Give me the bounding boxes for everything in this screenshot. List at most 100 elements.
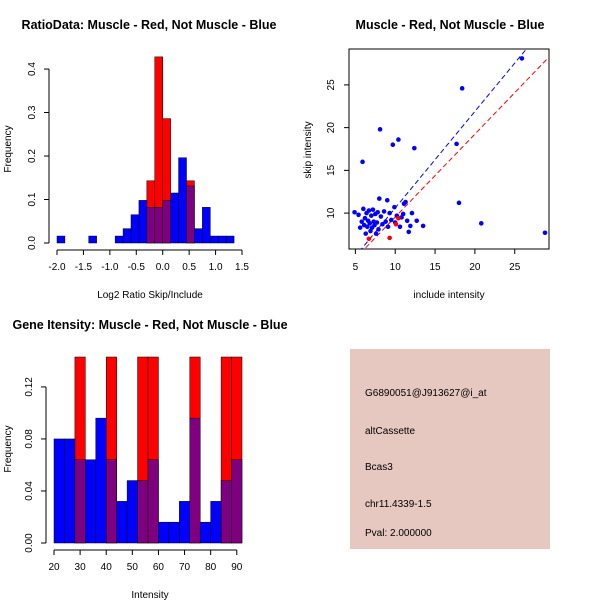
info-box-background (350, 349, 550, 549)
scatter-point-not-muscle (368, 228, 373, 234)
scatter-point-not-muscle (392, 204, 397, 210)
scatter-panel: Muscle - Red, Not Muscle - Blue 5 10 15 20 2… (303, 18, 550, 301)
scatter-x-axis-label: include intensity (413, 290, 484, 301)
intensity-y-tick-label: 0.00 (24, 533, 35, 553)
ratio-y-tick-label: 0.3 (27, 105, 38, 119)
intensity-blue-bar (199, 521, 211, 544)
intensity-x-tick-label: 60 (153, 562, 165, 573)
scatter-point-muscle (387, 235, 392, 241)
intensity-blue-bar (189, 417, 201, 544)
scatter-point-not-muscle (478, 221, 484, 226)
scatter-point-not-muscle (396, 137, 401, 142)
scatter-point-not-muscle (388, 217, 394, 223)
ratio-y-tick-label: 0.4 (27, 62, 38, 76)
scatter-y-axis: 10 15 20 25 (326, 79, 349, 219)
ratio-blue-bar (56, 235, 66, 244)
scatter-point-not-muscle (375, 209, 380, 215)
scatter-point-not-muscle (365, 224, 370, 230)
intensity-x-axis-label: Intensity (131, 590, 168, 600)
ratio-blue-bar (162, 200, 171, 244)
ratio-blue-bar (202, 207, 211, 244)
scatter-point-muscle (393, 221, 399, 227)
scatter-point-not-muscle (357, 225, 363, 230)
scatter-point-not-muscle (408, 223, 413, 229)
ratio-blue-bar (186, 185, 195, 244)
intensity-blue-bar (105, 459, 117, 544)
intensity-bars (53, 356, 243, 544)
intensity-x-tick-label: 50 (127, 562, 139, 573)
ratio-bars (56, 56, 235, 244)
ratio-blue-bar (178, 157, 187, 244)
scatter-y-tick-label: 10 (326, 207, 337, 219)
ratio-x-tick-label: -2.0 (48, 262, 66, 273)
ratio-blue-bar (210, 235, 219, 244)
ratio-blue-bar (88, 235, 97, 244)
scatter-point-not-muscle (361, 206, 366, 212)
intensity-blue-bar (220, 480, 232, 544)
scatter-point-not-muscle (374, 220, 380, 225)
intensity-x-tick-label: 80 (205, 562, 217, 573)
scatter-point-not-muscle (376, 227, 381, 232)
scatter-point-not-muscle (420, 223, 426, 229)
ratio-blue-bar (170, 192, 179, 244)
intensity-blue-bar (64, 438, 76, 544)
scatter-plot-box (348, 48, 550, 250)
ratio-y-axis-label: Frequency (3, 125, 14, 172)
ratio-x-tick-label: 0.0 (156, 262, 170, 273)
intensity-y-tick-label: 0.04 (24, 481, 35, 501)
scatter-point-not-muscle (459, 86, 465, 91)
ratio-x-tick-label: -1.0 (101, 262, 119, 273)
intensity-blue-bar (179, 501, 191, 544)
info-gene-name: Bcas3 (365, 462, 393, 473)
scatter-x-tick-label: 15 (429, 262, 441, 273)
intensity-blue-bar (85, 459, 97, 544)
intensity-blue-bar (147, 459, 159, 544)
ratio-blue-bar (154, 207, 163, 244)
intensity-blue-bar (95, 417, 107, 544)
scatter-point-not-muscle (383, 219, 388, 224)
intensity-x-tick-label: 70 (179, 562, 191, 573)
intensity-x-tick-label: 30 (75, 562, 87, 573)
intensity-blue-bar (210, 501, 222, 544)
scatter-point-not-muscle (409, 210, 415, 216)
ratio-x-tick-label: -0.5 (128, 262, 146, 273)
scatter-point-not-muscle (356, 212, 361, 218)
scatter-point-not-muscle (381, 209, 387, 214)
scatter-point-not-muscle (414, 218, 420, 224)
intensity-histogram-panel: Gene Itensity: Muscle - Red, Not Muscle … (3, 318, 288, 600)
ratio-y-axis: 0.0 0.1 0.2 0.3 0.4 (27, 62, 50, 250)
scatter-point-not-muscle (362, 215, 368, 221)
scatter-point-not-muscle (378, 214, 384, 219)
ratio-x-axis-label: Log2 Ratio Skip/Include (97, 290, 203, 301)
ratio-y-tick-label: 0.0 (27, 236, 38, 250)
ratio-blue-bar (217, 235, 227, 244)
scatter-point-not-muscle (385, 224, 391, 230)
intensity-blue-bar (74, 459, 86, 544)
scatter-y-tick-label: 20 (326, 122, 337, 134)
scatter-point-muscle (396, 215, 401, 221)
ratio-x-tick-label: 1.5 (235, 262, 249, 273)
scatter-point-not-muscle (377, 127, 383, 132)
scatter-y-tick-label: 15 (326, 164, 337, 176)
scatter-point-not-muscle (352, 209, 357, 215)
scatter-x-axis: 5 10 15 20 25 (353, 249, 521, 273)
ratio-y-tick-label: 0.1 (27, 192, 38, 206)
scatter-point-not-muscle (366, 208, 372, 213)
intensity-blue-bar (158, 521, 170, 544)
intensity-x-tick-label: 20 (48, 562, 60, 573)
scatter-point-not-muscle (390, 142, 396, 148)
scatter-point-not-muscle (363, 231, 369, 236)
scatter-point-not-muscle (404, 218, 410, 224)
scatter-point-not-muscle (387, 210, 392, 216)
intensity-blue-bar (137, 480, 149, 544)
scatter-point-not-muscle (373, 231, 379, 236)
intensity-blue-bar (116, 501, 128, 544)
intensity-x-tick-label: 90 (231, 562, 243, 573)
intensity-blue-bar (126, 480, 138, 544)
info-probe-id: G6890051@J913627@i_at (365, 388, 487, 399)
scatter-x-tick-label: 5 (353, 262, 359, 273)
ratio-blue-bar (138, 200, 148, 244)
intensity-y-axis-label: Frequency (3, 425, 14, 472)
intensity-y-tick-label: 0.08 (24, 429, 35, 449)
